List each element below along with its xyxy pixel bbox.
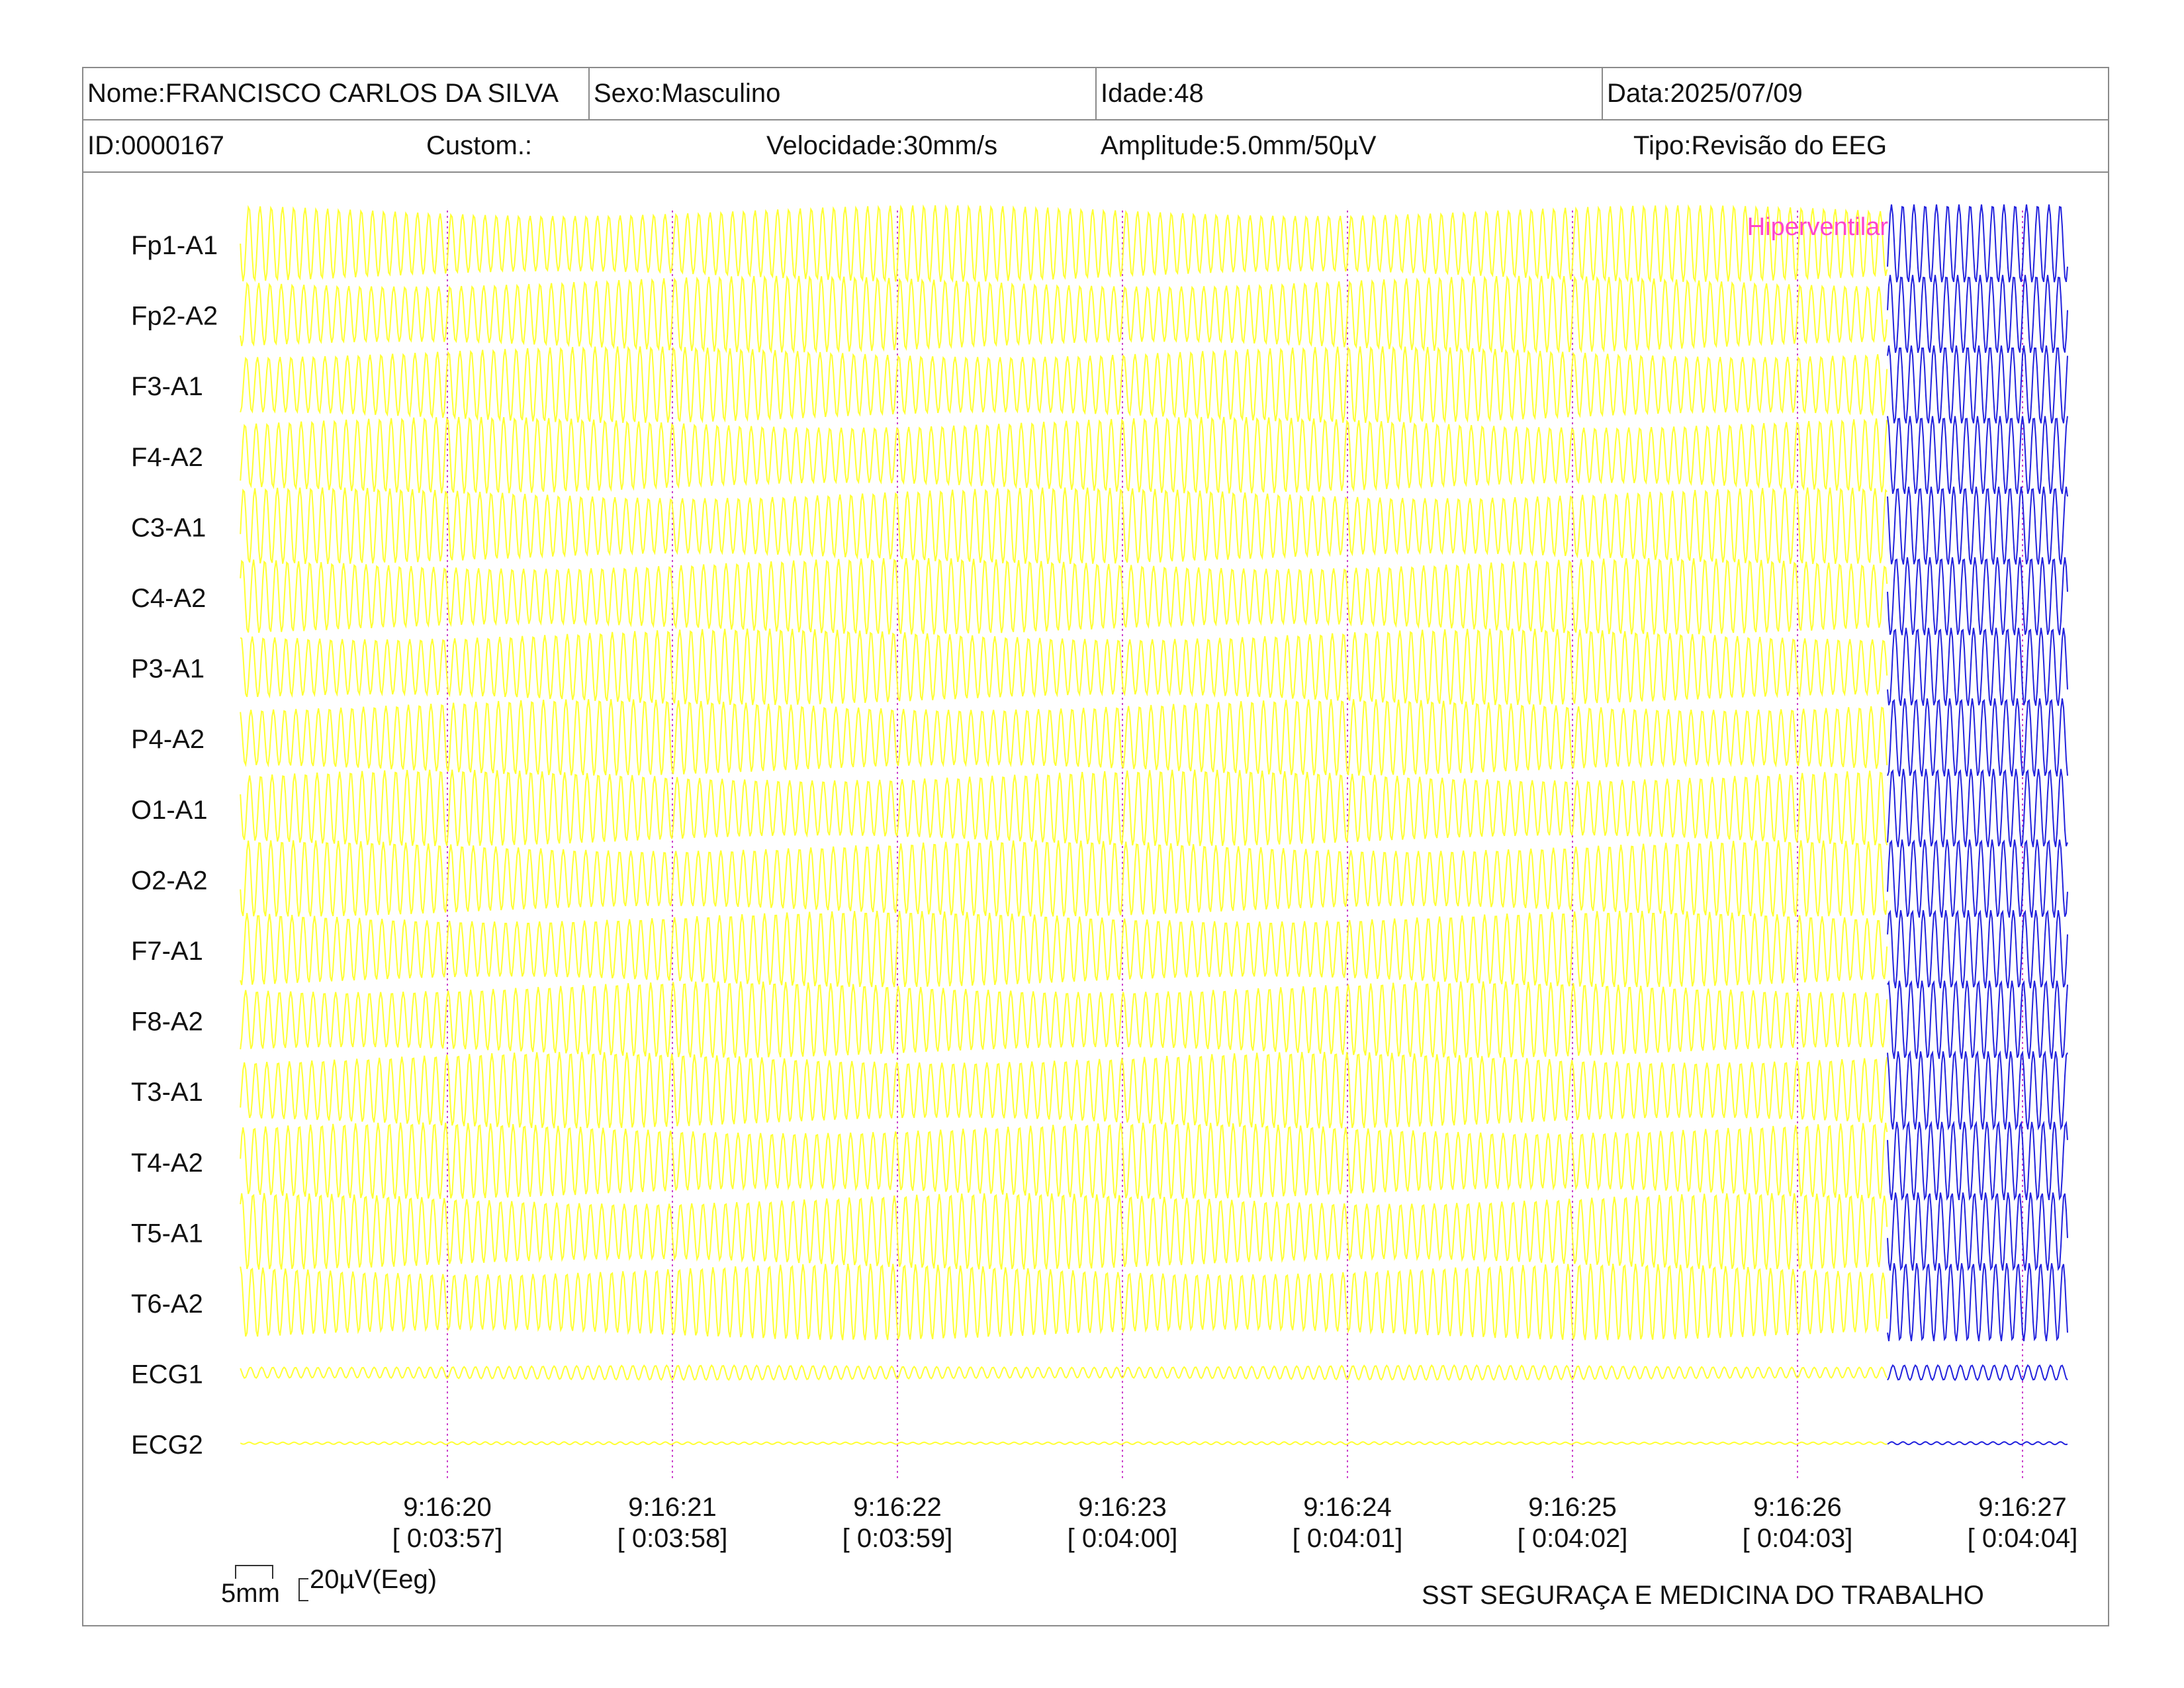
trace-hv-f7-a1 [1887, 910, 2068, 988]
channel-label-f7-a1: F7-A1 [131, 937, 203, 966]
channel-label-f8-a2: F8-A2 [131, 1008, 203, 1037]
channel-labels: Fp1-A1 Fp2-A2 F3-A1 F4-A2 C3-A1 C4-A2 P3-A1 P4-… [131, 231, 218, 1460]
trace-f4-a2 [240, 416, 1888, 494]
trace-hv-t3-a1 [1887, 1050, 2068, 1131]
custom-field: Custom.: [426, 131, 533, 160]
trace-hv-f4-a2 [1887, 416, 2068, 494]
speed-setting: Velocidade:30mm/s [766, 131, 998, 160]
scale-bar-icon [235, 1565, 308, 1601]
trace-c4-a2 [240, 557, 1888, 635]
patient-name: Nome:FRANCISCO CARLOS DA SILVA [83, 68, 590, 119]
channel-label-t3-a1: T3-A1 [131, 1078, 203, 1107]
tick-elapsed-6: [ 0:04:03] [1743, 1524, 1853, 1553]
trace-t3-a1 [240, 1052, 1888, 1129]
report-frame: Nome:FRANCISCO CARLOS DA SILVA Sexo:Masc… [82, 67, 2109, 1626]
tick-clock-3: 9:16:23 [1078, 1493, 1166, 1522]
tick-clock-7: 9:16:27 [1978, 1493, 2066, 1522]
channel-label-c3-a1: C3-A1 [131, 513, 206, 542]
trace-t6-a2 [240, 1263, 1888, 1340]
exam-type: Tipo:Revisão do EEG [1633, 131, 1888, 160]
exam-date: Data:2025/07/09 [1607, 79, 1803, 108]
organization-name: SST SEGURAÇA E MEDICINA DO TRABALHO [1422, 1581, 1984, 1610]
patient-age: Idade:48 [1097, 68, 1603, 119]
trace-hv-fp2-a2 [1887, 275, 2068, 353]
channel-label-t6-a2: T6-A2 [131, 1289, 203, 1319]
channel-label-f4-a2: F4-A2 [131, 443, 203, 472]
tick-clock-4: 9:16:24 [1303, 1493, 1391, 1522]
header-row-2: ID:0000167 Custom.: Velocidade:30mm/s Am… [83, 120, 2108, 173]
trace-f3-a1 [240, 346, 1888, 424]
trace-hv-f3-a1 [1887, 345, 2068, 424]
scale-amplitude-label: 20µV(Eeg) [310, 1565, 437, 1594]
tick-elapsed-3: [ 0:04:00] [1068, 1524, 1178, 1553]
trace-hv-ecg1 [1887, 1364, 2068, 1382]
patient-sex: Sexo:Masculino [590, 68, 1097, 119]
tick-elapsed-7: [ 0:04:04] [1968, 1524, 2078, 1553]
trace-hv-t6-a2 [1887, 1263, 2068, 1342]
trace-ecg2 [240, 1441, 1888, 1446]
tick-elapsed-0: [ 0:03:57] [392, 1524, 503, 1553]
trace-hv-p3-a1 [1887, 628, 2068, 706]
trace-t5-a1 [240, 1193, 1888, 1270]
trace-hv-t4-a2 [1887, 1120, 2068, 1201]
channel-label-o2-a2: O2-A2 [131, 866, 208, 895]
tick-clock-5: 9:16:25 [1528, 1493, 1616, 1522]
trace-hv-p4-a2 [1887, 698, 2068, 776]
trace-fp1-a1 [240, 204, 1888, 283]
channel-label-o1-a1: O1-A1 [131, 796, 208, 825]
trace-c3-a1 [240, 487, 1888, 565]
tick-clock-0: 9:16:20 [403, 1493, 491, 1522]
tick-clock-1: 9:16:21 [628, 1493, 716, 1522]
trace-t4-a2 [240, 1122, 1888, 1199]
trace-hv-c4-a2 [1887, 557, 2068, 635]
trace-hv-f8-a2 [1887, 980, 2068, 1059]
time-tick-labels: 9:16:20[ 0:03:57] 9:16:21[ 0:03:58] 9:16:2… [392, 1493, 2078, 1553]
trace-hv-t5-a1 [1887, 1192, 2068, 1272]
trace-p3-a1 [240, 628, 1888, 706]
channel-label-ecg2: ECG2 [131, 1430, 203, 1460]
trace-p4-a2 [240, 699, 1888, 776]
tick-elapsed-5: [ 0:04:02] [1518, 1524, 1628, 1553]
trace-ecg1 [240, 1364, 1888, 1382]
channel-label-f3-a1: F3-A1 [131, 372, 203, 401]
hyperventilation-annotation: Hiperventilar [1747, 213, 1889, 241]
channel-label-p4-a2: P4-A2 [131, 725, 205, 754]
patient-id: ID:0000167 [87, 131, 224, 160]
trace-hv-ecg2 [1887, 1441, 2068, 1446]
eeg-traces [240, 204, 2068, 1446]
header-row-1: Nome:FRANCISCO CARLOS DA SILVA Sexo:Masc… [83, 68, 2108, 120]
tick-clock-2: 9:16:22 [853, 1493, 941, 1522]
trace-f7-a1 [240, 910, 1888, 988]
tick-elapsed-1: [ 0:03:58] [617, 1524, 728, 1553]
trace-hv-o2-a2 [1887, 839, 2068, 918]
amplitude-setting: Amplitude:5.0mm/50µV [1101, 131, 1377, 160]
channel-label-fp1-a1: Fp1-A1 [131, 231, 218, 260]
channel-label-c4-a2: C4-A2 [131, 584, 206, 613]
trace-o1-a1 [240, 769, 1888, 847]
channel-label-p3-a1: P3-A1 [131, 655, 205, 684]
trace-fp2-a2 [240, 275, 1888, 354]
trace-hv-fp1-a1 [1887, 204, 2068, 283]
channel-label-t4-a2: T4-A2 [131, 1149, 203, 1178]
channel-label-fp2-a2: Fp2-A2 [131, 302, 218, 331]
tick-clock-6: 9:16:26 [1753, 1493, 1841, 1522]
trace-hv-c3-a1 [1887, 487, 2068, 565]
tick-elapsed-2: [ 0:03:59] [842, 1524, 953, 1553]
trace-hv-o1-a1 [1887, 769, 2068, 847]
tick-elapsed-4: [ 0:04:01] [1293, 1524, 1403, 1553]
trace-f8-a2 [240, 981, 1888, 1058]
scale-time-label: 5mm [221, 1579, 280, 1608]
trace-o2-a2 [240, 840, 1888, 917]
channel-label-t5-a1: T5-A1 [131, 1219, 203, 1248]
channel-label-ecg1: ECG1 [131, 1360, 203, 1389]
